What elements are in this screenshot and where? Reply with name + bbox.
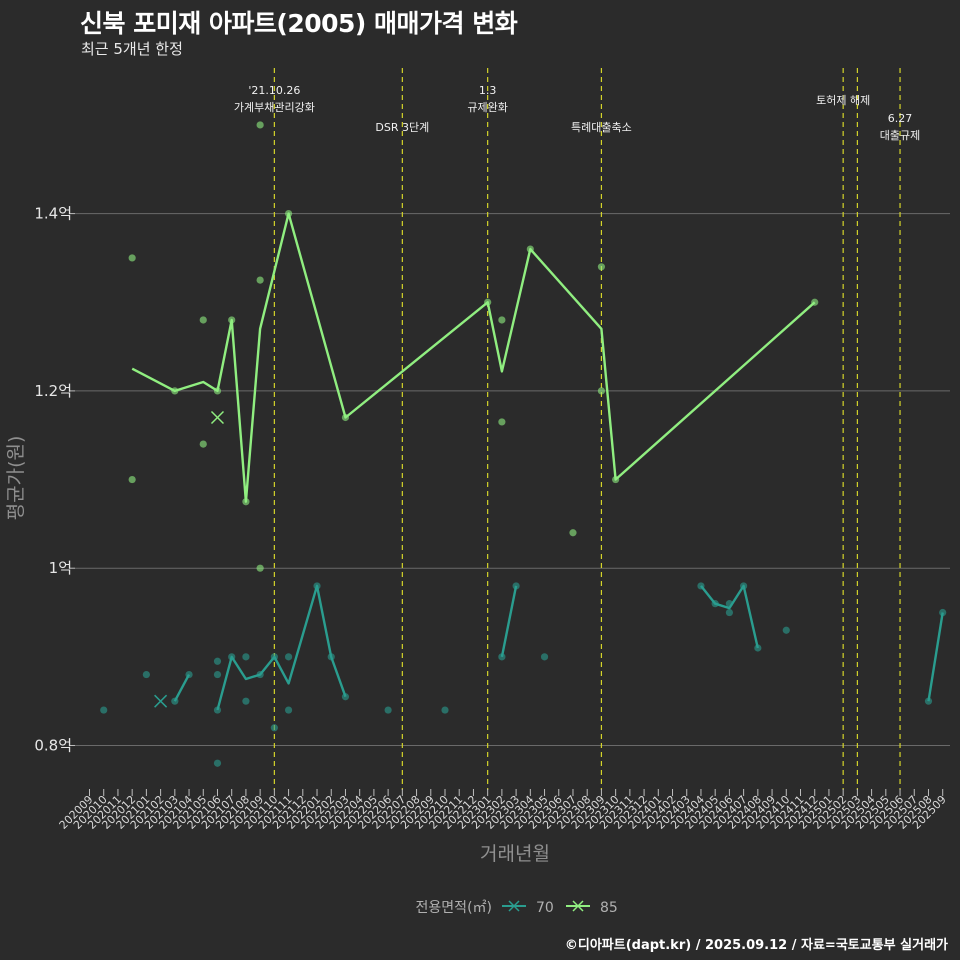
data-point-70 (697, 582, 705, 590)
data-point-70 (100, 706, 108, 714)
data-point-70 (284, 653, 293, 661)
data-point-85 (228, 316, 236, 324)
data-point-85 (128, 254, 136, 262)
data-point-70 (242, 697, 250, 705)
y-tick-label: 0.8억 (34, 737, 72, 755)
data-point-70 (939, 608, 947, 617)
series-line-70 (700, 584, 759, 649)
cross-stroke (154, 694, 168, 708)
x-axis-title: 거래년월 (480, 843, 550, 865)
data-point-70 (441, 706, 449, 714)
data-point-70 (384, 706, 392, 714)
data-point-70 (213, 706, 222, 714)
data-point-85 (597, 263, 606, 271)
data-point-70 (924, 697, 933, 705)
data-point-70 (284, 706, 293, 714)
data-point-85 (256, 121, 264, 129)
data-point-85 (242, 498, 250, 506)
data-point-70 (270, 724, 278, 732)
data-point-85 (569, 529, 577, 537)
data-point-70 (740, 582, 748, 590)
y-tick-label: 1억 (49, 559, 72, 577)
event-label: '21.10.26 (248, 84, 300, 97)
data-point-70 (142, 670, 150, 679)
data-point-85 (256, 564, 264, 572)
data-point-70 (171, 697, 179, 705)
data-point-70 (270, 653, 278, 661)
data-point-85 (341, 413, 350, 422)
series-line-70 (173, 674, 191, 702)
legend-title: 전용면적(㎡) (416, 900, 492, 916)
event-label: 6.27 (888, 112, 913, 125)
data-point-85 (811, 298, 819, 306)
y-tick-label: 1.2억 (34, 382, 72, 400)
data-point-70 (228, 653, 236, 661)
series-line-70 (927, 612, 944, 702)
series-layer (100, 121, 947, 767)
data-point-85 (199, 316, 207, 324)
y-axis-title: 평균가(원) (5, 436, 27, 521)
data-point-85 (526, 245, 534, 253)
data-point-70 (512, 582, 520, 590)
event-label: 토허제 해제 (816, 93, 870, 107)
data-point-85 (256, 276, 264, 284)
legend-label-70: 70 (536, 900, 554, 916)
legend-label-85: 85 (600, 900, 618, 916)
grid-layer (75, 213, 950, 746)
data-point-70 (782, 626, 790, 634)
legend-key-cross-85 (572, 900, 584, 912)
data-point-70 (711, 600, 719, 608)
event-label: 가계부채관리강화 (234, 101, 315, 114)
data-point-70 (540, 653, 549, 661)
data-point-70 (213, 759, 222, 767)
data-point-70 (754, 644, 762, 652)
series-line-70 (500, 585, 518, 658)
event-label: 규제완화 (467, 101, 507, 114)
series-line-85 (131, 212, 816, 503)
data-point-85 (213, 387, 222, 395)
data-point-85 (484, 298, 492, 306)
chart-subtitle: 최근 5개년 한정 (81, 40, 183, 58)
data-point-70 (185, 670, 193, 679)
event-label: 대출규제 (880, 129, 920, 142)
data-point-85 (199, 440, 207, 448)
data-point-70 (313, 582, 321, 590)
legend-key-cross-70 (508, 900, 520, 912)
data-point-85 (128, 475, 136, 484)
data-point-85 (171, 387, 179, 395)
data-point-70 (213, 670, 222, 679)
data-point-70 (341, 693, 350, 701)
data-point-85 (284, 210, 293, 218)
data-point-70 (327, 653, 335, 661)
data-point-85 (498, 418, 506, 426)
source-caption: ©디아파트(dapt.kr) / 2025.09.12 / 자료=국토교통부 실… (564, 938, 948, 953)
series-line-70 (216, 584, 347, 711)
cross-marker-85 (210, 410, 225, 425)
event-label: 특례대출축소 (571, 121, 632, 134)
data-point-70 (498, 653, 506, 661)
chart-title: 신북 포미재 아파트(2005) 매매가격 변화 (80, 9, 518, 38)
y-tick-label: 1.4억 (34, 205, 72, 223)
data-point-85 (498, 316, 506, 324)
data-point-70 (725, 600, 734, 608)
legend: 전용면적(㎡) 70 85 (416, 900, 618, 916)
data-point-70 (213, 657, 222, 665)
data-point-85 (612, 475, 620, 484)
data-point-70 (725, 608, 734, 617)
axis-layer: 0.8억1억1.2억1.4억20200920201020201120201220… (34, 205, 948, 832)
data-point-85 (597, 387, 606, 395)
data-point-70 (256, 670, 264, 679)
data-point-70 (242, 653, 250, 661)
event-label: 1.3 (479, 84, 497, 97)
cross-stroke (210, 410, 225, 425)
event-label: DSR 3단계 (375, 121, 429, 134)
cross-marker-70 (154, 694, 168, 708)
